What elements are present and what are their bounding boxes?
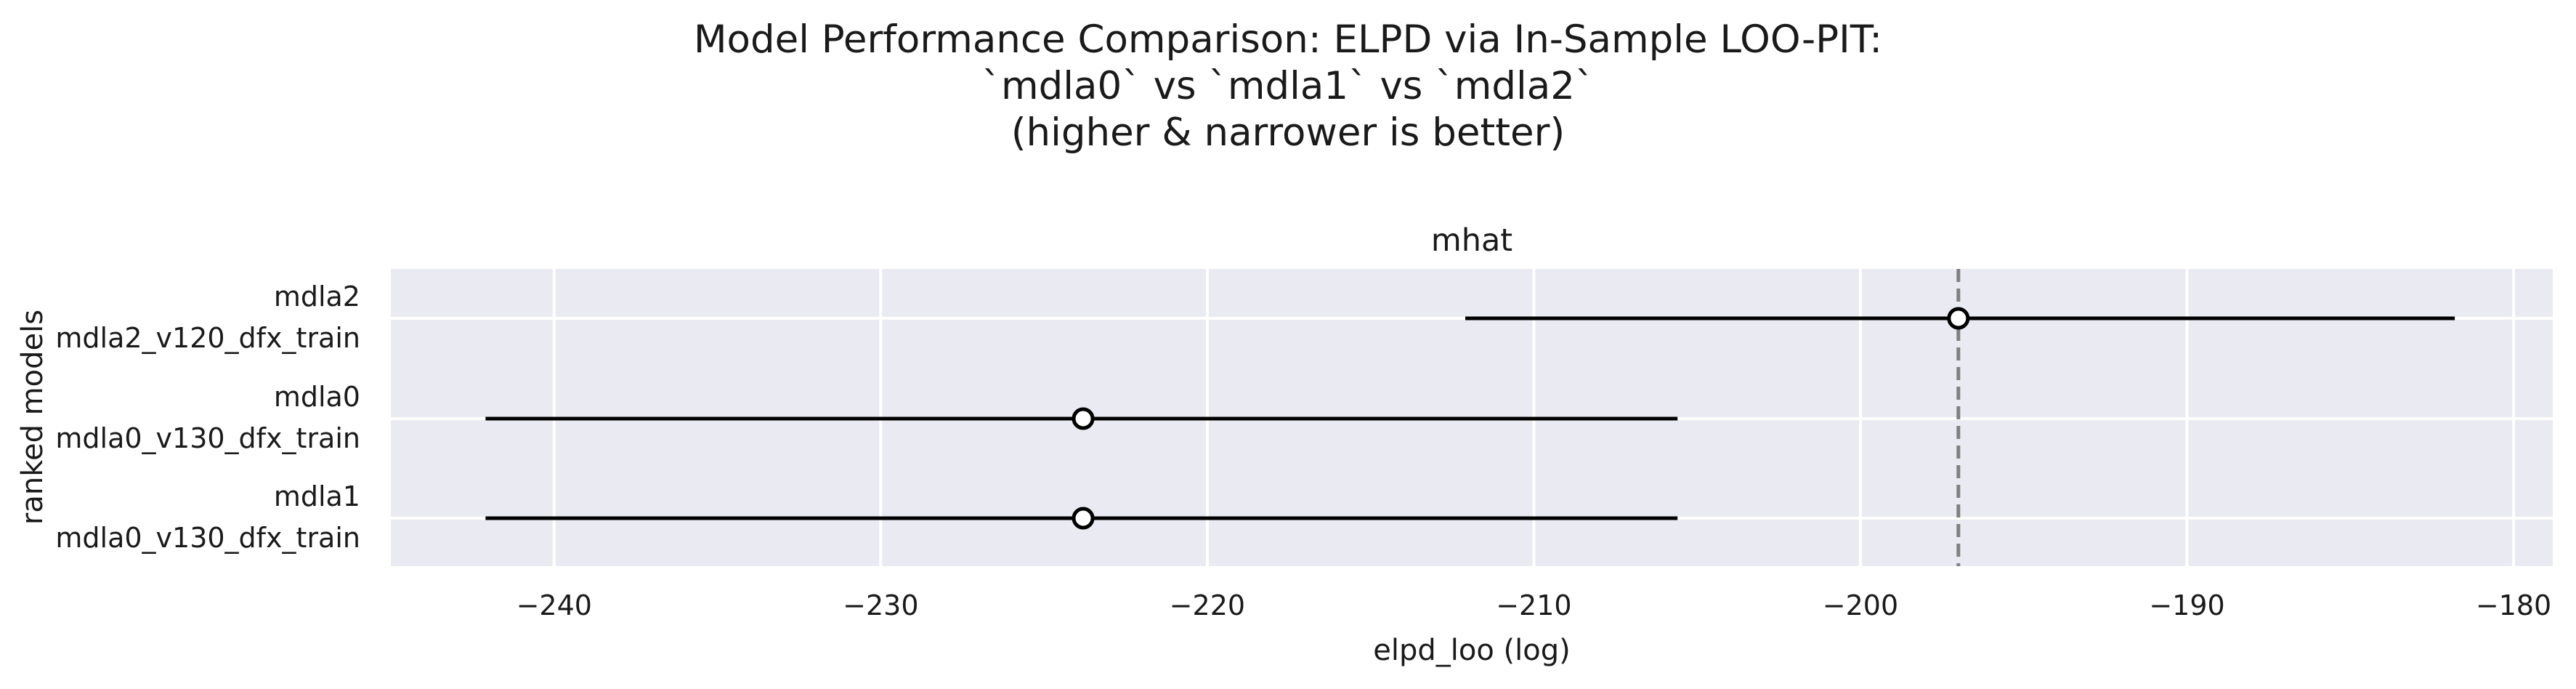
x-tick-label: −240 bbox=[517, 589, 592, 621]
title-line-2: `mdla0` vs `mdla1` vs `mdla2` bbox=[982, 64, 1595, 108]
title-line-1: Model Performance Comparison: ELPD via I… bbox=[694, 17, 1882, 62]
model-run-label-mdla2: mdla2_v120_dfx_train bbox=[55, 322, 360, 354]
elpd-point-mdla1 bbox=[1072, 507, 1095, 530]
panel-title: mhat bbox=[1431, 222, 1512, 259]
x-tick-label: −230 bbox=[843, 589, 918, 621]
model-run-label-mdla1: mdla0_v130_dfx_train bbox=[55, 522, 360, 554]
x-axis-label: elpd_loo (log) bbox=[1373, 634, 1570, 667]
model-label-mdla2: mdla2 bbox=[274, 281, 360, 313]
interval-marks bbox=[485, 307, 2455, 530]
elpd-point-mdla0 bbox=[1072, 407, 1095, 430]
title-line-3: (higher & narrower is better) bbox=[1011, 110, 1565, 155]
x-tick-label: −200 bbox=[1823, 589, 1898, 621]
elpd-point-mdla2 bbox=[1947, 307, 1970, 330]
model-label-mdla1: mdla1 bbox=[274, 480, 360, 512]
x-tick-label: −220 bbox=[1170, 589, 1245, 621]
model-labels: mdla2 mdla2_v120_dfx_train mdla0 mdla0_v130… bbox=[55, 281, 360, 554]
y-axis-label: ranked models bbox=[16, 310, 49, 525]
figure-title: Model Performance Comparison: ELPD via I… bbox=[694, 17, 1882, 155]
x-tick-label: −190 bbox=[2149, 589, 2224, 621]
model-run-label-mdla0: mdla0_v130_dfx_train bbox=[55, 422, 360, 454]
x-tick-labels: −240 −230 −220 −210 −200 −190 −180 bbox=[517, 589, 2552, 621]
model-label-mdla0: mdla0 bbox=[274, 381, 360, 413]
x-tick-label: −180 bbox=[2476, 589, 2551, 621]
x-tick-label: −210 bbox=[1496, 589, 1571, 621]
